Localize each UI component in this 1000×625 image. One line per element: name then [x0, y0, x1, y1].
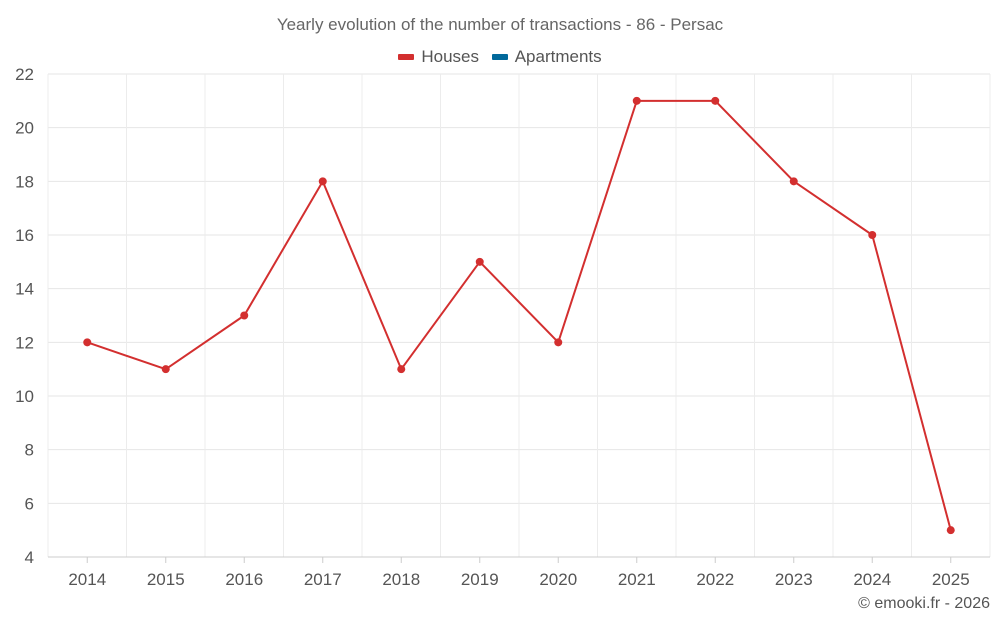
y-tick-label: 22	[15, 65, 34, 84]
series-line-houses	[86, 99, 952, 531]
data-point-houses	[789, 177, 798, 186]
x-tick-label: 2024	[853, 570, 891, 589]
data-point-houses	[632, 96, 641, 105]
data-point-houses	[475, 257, 484, 266]
y-tick-label: 8	[25, 441, 34, 460]
x-tick-label: 2017	[304, 570, 342, 589]
y-tick-label: 6	[25, 494, 34, 513]
y-tick-label: 4	[25, 548, 34, 567]
x-tick-label: 2021	[618, 570, 656, 589]
y-tick-label: 14	[15, 280, 34, 299]
x-tick-label: 2022	[696, 570, 734, 589]
legend-swatch-apartments	[491, 54, 508, 60]
legend-swatch-houses	[398, 54, 415, 60]
y-tick-label: 16	[15, 226, 34, 245]
x-tick-label: 2014	[68, 570, 106, 589]
data-point-houses	[83, 338, 92, 347]
y-tick-label: 10	[15, 387, 34, 406]
legend-item-houses[interactable]: Houses	[398, 47, 479, 67]
data-point-houses	[318, 177, 327, 186]
x-tick-label: 2019	[461, 570, 499, 589]
data-point-houses	[868, 231, 877, 239]
y-tick-label: 20	[15, 119, 34, 138]
data-point-houses	[240, 311, 249, 320]
x-tick-label: 2023	[775, 570, 813, 589]
credit-text: © emooki.fr - 2026	[858, 595, 990, 612]
legend-label-apartments: Apartments	[514, 47, 602, 66]
x-tick-label: 2016	[225, 570, 263, 589]
data-point-houses	[397, 365, 406, 374]
data-point-houses	[161, 365, 170, 374]
legend-item-apartments[interactable]: Apartments	[491, 47, 602, 67]
x-tick-label: 2015	[147, 570, 185, 589]
data-point-houses	[946, 526, 955, 535]
data-point-houses	[711, 96, 720, 105]
x-tick-label: 2018	[382, 570, 420, 589]
chart-legend: Houses Apartments	[0, 45, 1000, 67]
x-tick-label: 2025	[932, 570, 970, 589]
legend-label-houses: Houses	[421, 47, 479, 66]
x-tick-label: 2020	[539, 570, 577, 589]
y-tick-label: 12	[15, 333, 34, 352]
data-point-houses	[554, 338, 563, 347]
chart-title: Yearly evolution of the number of transa…	[276, 15, 724, 34]
y-tick-label: 18	[15, 172, 34, 191]
